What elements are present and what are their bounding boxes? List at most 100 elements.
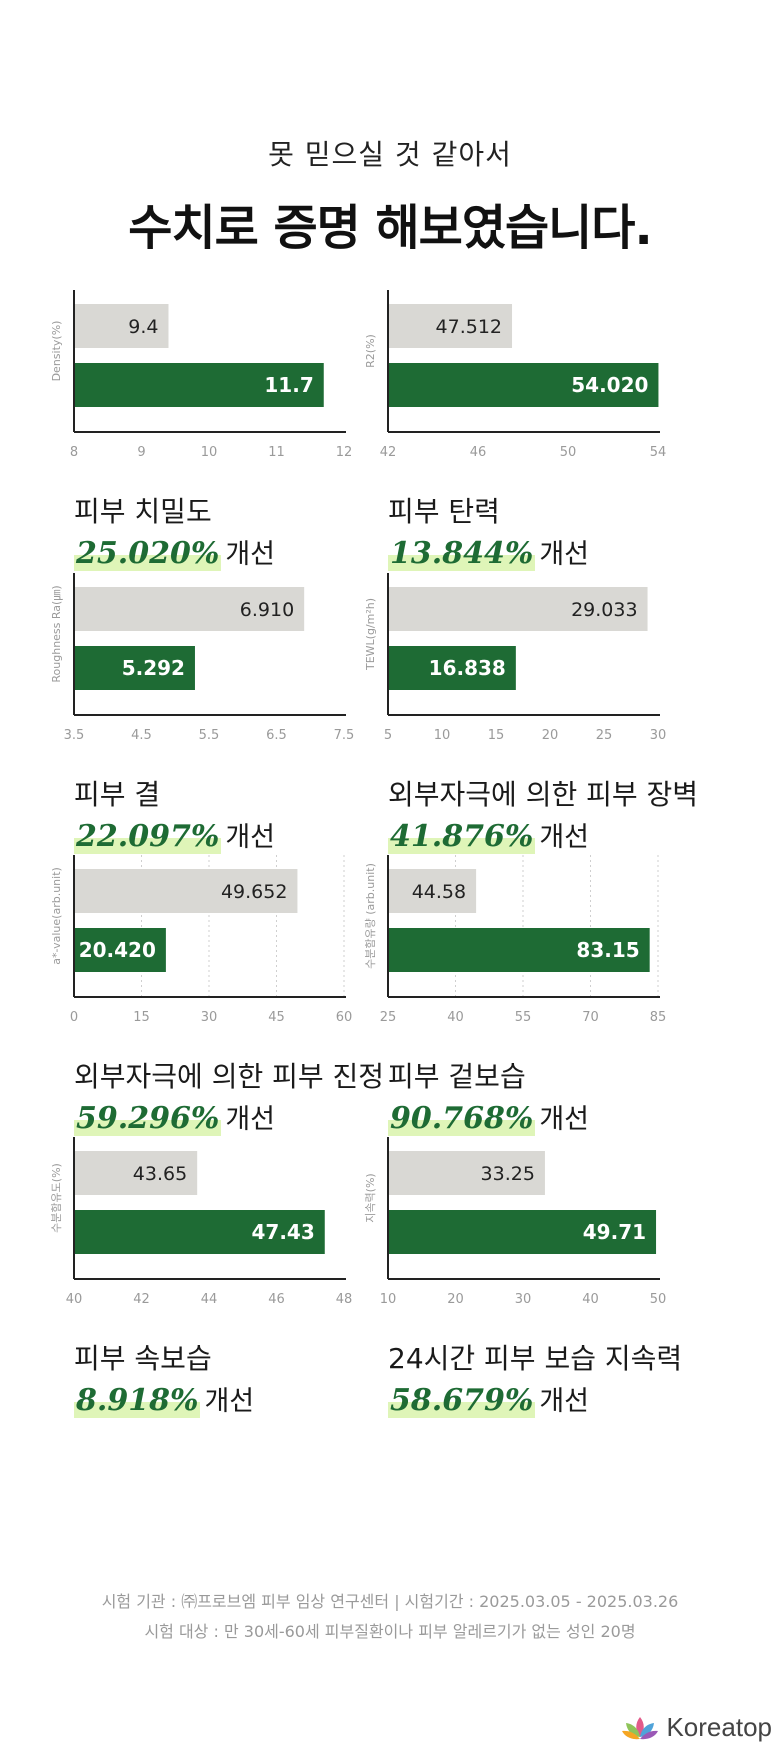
x-tick-label: 10 — [434, 728, 451, 743]
bar-before — [74, 304, 169, 348]
footer-test-info: 시험 기관 : ㈜프로브엠 피부 임상 연구센터 | 시험기간 : 2025.0… — [101, 1592, 679, 1611]
chart-panel: 수분함유량 (arb.unit) 44.58 83.15 25 40 55 70 85 피부 겉… — [364, 855, 722, 1145]
data-label-after: 5.292 — [122, 656, 185, 680]
improvement-percent: 13.844% — [388, 536, 536, 571]
y-axis-label: R2(%) — [364, 334, 377, 368]
data-label-after: 11.7 — [264, 373, 313, 397]
x-tick-label: 10 — [380, 1292, 397, 1307]
x-tick-label: 40 — [582, 1292, 599, 1307]
chart-panel: Density(%) 9.4 11.7 8 9 10 11 12 피부 치밀도 25.020% 개선 — [50, 290, 408, 580]
bar-after — [388, 646, 516, 690]
improvement-percent: 59.296% — [74, 1101, 222, 1136]
x-tick-label: 0 — [70, 1010, 78, 1025]
data-label-after: 54.020 — [571, 373, 648, 397]
metric-title: 피부 속보습 — [74, 1342, 212, 1375]
x-tick-label: 10 — [201, 445, 218, 460]
improvement-percent: 41.876% — [388, 819, 536, 854]
x-tick-label: 30 — [201, 1010, 218, 1025]
bar-chart: TEWL(g/m²h) 29.033 16.838 5 10 15 20 25 30 — [364, 573, 667, 743]
data-label-after: 47.43 — [251, 1220, 314, 1244]
x-tick-label: 42 — [133, 1292, 150, 1307]
y-axis-label: TEWL(g/m²h) — [364, 598, 377, 671]
improvement-percent: 58.679% — [388, 1383, 536, 1418]
bar-chart: R2(%) 47.512 54.020 42 46 50 54 — [364, 290, 667, 460]
improvement-suffix: 개선 — [539, 539, 590, 570]
data-label-before: 49.652 — [221, 881, 287, 903]
y-axis-label: Density(%) — [50, 321, 63, 382]
data-label-after: 83.15 — [576, 938, 639, 962]
bar-after — [74, 363, 324, 407]
x-tick-label: 11 — [268, 445, 285, 460]
data-label-before: 43.65 — [133, 1163, 187, 1185]
x-tick-label: 50 — [650, 1292, 667, 1307]
footer-test-subject: 시험 대상 : 만 30세-60세 피부질환이나 피부 알레르기가 없는 성인 … — [144, 1622, 636, 1641]
brand-name: Koreatop — [666, 1712, 772, 1742]
data-label-before: 29.033 — [571, 599, 637, 621]
improvement-suffix: 개선 — [539, 822, 590, 853]
chart-panel: Roughness Ra(㎛) 6.910 5.292 3.5 4.5 5.5 6.5 7.5… — [50, 573, 408, 863]
improvement-suffix: 개선 — [225, 1104, 276, 1135]
bar-chart: 수분함유량 (arb.unit) 44.58 83.15 25 40 55 70 85 — [364, 855, 667, 1025]
bar-chart: 수분함유도(%) 43.65 47.43 40 42 44 46 48 — [50, 1137, 352, 1307]
chart-panel: TEWL(g/m²h) 29.033 16.838 5 10 15 20 25 30 외부자극에 … — [364, 573, 722, 863]
improvement-line: 13.844% 개선 — [388, 532, 589, 571]
x-tick-label: 5 — [384, 728, 392, 743]
x-tick-label: 15 — [488, 728, 505, 743]
x-tick-label: 20 — [542, 728, 559, 743]
bar-after — [74, 1210, 325, 1254]
bar-before — [388, 304, 513, 348]
data-label-before: 6.910 — [240, 599, 294, 621]
metric-title: 피부 결 — [74, 778, 161, 811]
x-tick-label: 60 — [336, 1010, 353, 1025]
x-tick-label: 9 — [137, 445, 145, 460]
x-tick-label: 46 — [268, 1292, 285, 1307]
y-axis-label: Roughness Ra(㎛) — [50, 585, 63, 682]
y-axis-label: 수분함유량 (arb.unit) — [364, 863, 377, 969]
x-tick-label: 30 — [515, 1292, 532, 1307]
improvement-line: 25.020% 개선 — [74, 532, 275, 571]
page-title: 수치로 증명 해보였습니다. — [128, 200, 652, 256]
improvement-suffix: 개선 — [225, 822, 276, 853]
x-tick-label: 40 — [447, 1010, 464, 1025]
x-tick-label: 3.5 — [64, 728, 85, 743]
bar-after — [388, 928, 650, 972]
x-tick-label: 70 — [582, 1010, 599, 1025]
data-label-before: 44.58 — [412, 881, 466, 903]
x-tick-label: 8 — [70, 445, 78, 460]
x-tick-label: 54 — [650, 445, 667, 460]
bar-before — [388, 869, 477, 913]
x-tick-label: 55 — [515, 1010, 532, 1025]
lotus-icon — [622, 1716, 659, 1739]
improvement-suffix: 개선 — [539, 1386, 590, 1417]
bar-before — [388, 1151, 545, 1195]
improvement-line: 22.097% 개선 — [74, 815, 275, 854]
bar-after — [74, 928, 166, 972]
x-tick-label: 44 — [201, 1292, 218, 1307]
chart-panel: 수분함유도(%) 43.65 47.43 40 42 44 46 48 피부 속보습 8.918%… — [50, 1137, 408, 1427]
x-tick-label: 50 — [560, 445, 577, 460]
y-axis-label: 수분함유도(%) — [50, 1163, 63, 1233]
x-tick-label: 25 — [380, 1010, 397, 1025]
x-tick-label: 30 — [650, 728, 667, 743]
improvement-percent: 90.768% — [388, 1101, 536, 1136]
bar-before — [74, 587, 305, 631]
x-tick-label: 42 — [380, 445, 397, 460]
data-label-after: 20.420 — [79, 938, 156, 962]
improvement-line: 90.768% 개선 — [388, 1097, 589, 1136]
metric-title: 피부 탄력 — [388, 495, 500, 528]
data-label-after: 49.71 — [583, 1220, 646, 1244]
bar-after — [388, 1210, 657, 1254]
x-tick-label: 12 — [336, 445, 353, 460]
data-label-before: 33.25 — [481, 1163, 535, 1185]
improvement-suffix: 개선 — [204, 1386, 255, 1417]
metric-title: 피부 치밀도 — [74, 495, 212, 528]
bar-before — [74, 1151, 198, 1195]
brand-logo: Koreatop — [620, 1712, 772, 1743]
x-tick-label: 85 — [650, 1010, 667, 1025]
metric-title: 24시간 피부 보습 지속력 — [388, 1342, 683, 1375]
improvement-percent: 25.020% — [74, 536, 222, 571]
metric-title: 피부 겉보습 — [388, 1060, 526, 1093]
chart-panel: 지속력(%) 33.25 49.71 10 20 30 40 50 24시간 피부 보습 지속력… — [364, 1137, 722, 1427]
improvement-suffix: 개선 — [225, 539, 276, 570]
x-tick-label: 20 — [447, 1292, 464, 1307]
